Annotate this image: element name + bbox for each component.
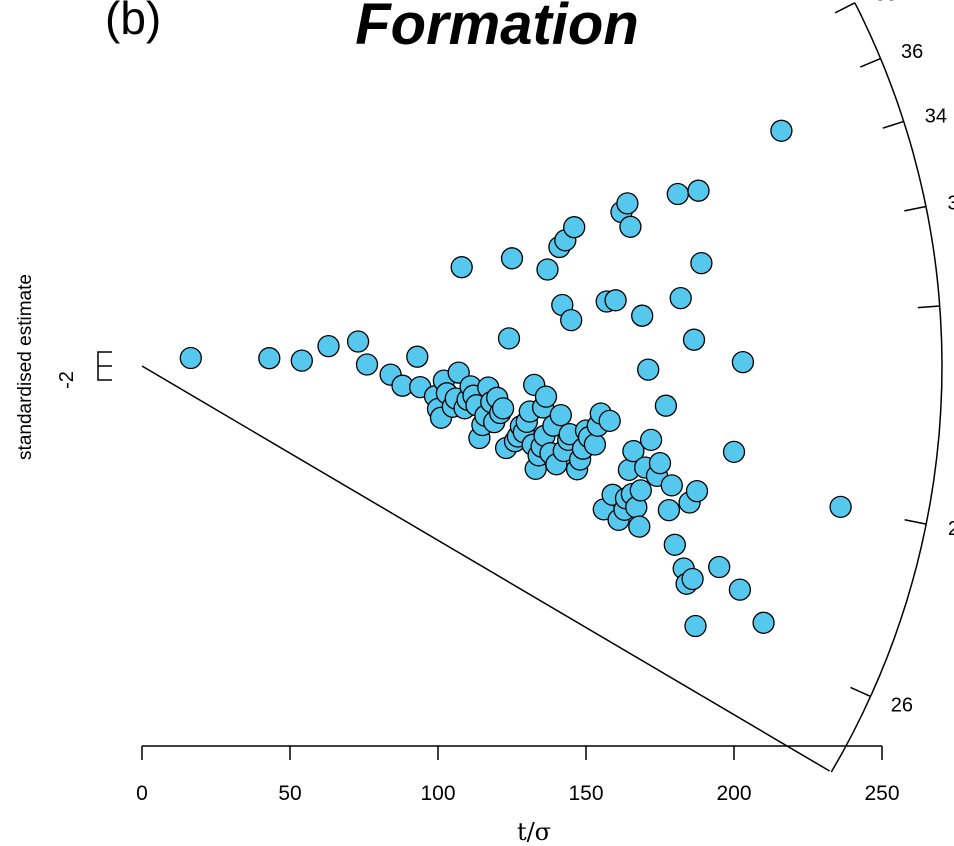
data-point [687,179,710,202]
data-point [622,439,645,463]
arc-tick-label: 36 [901,41,923,63]
data-point [637,358,660,381]
data-point [722,440,746,464]
y-scale-bar [97,351,112,381]
data-point [663,533,686,556]
x-tick-label: 150 [568,782,603,805]
data-point [684,614,707,638]
x-tick-label: 0 [136,782,148,805]
data-point [497,327,521,350]
data-point [770,119,793,142]
data-point [450,256,473,279]
data-point [682,328,706,351]
x-tick-label: 200 [716,782,751,805]
data-point [657,498,681,522]
arc-tick [904,205,927,212]
y-tick-label: -2 [56,371,78,389]
arc-axis [830,2,943,773]
data-point [728,578,752,601]
data-point [666,182,689,206]
chart-title: Formation [355,0,639,57]
arc-tick [904,519,927,525]
data-point [629,479,652,502]
arc-tick [850,686,871,698]
data-point [598,409,621,433]
data-point [690,251,713,275]
data-point [258,347,281,370]
data-point [829,495,852,519]
data-point [536,258,559,281]
data-points [179,119,852,638]
arc-tick-label: 32 [948,193,954,215]
data-point [500,247,524,270]
data-point [685,479,709,503]
data-point [616,192,639,215]
data-point [669,286,692,310]
arc-tick [882,120,904,129]
data-point [639,428,663,452]
arc-tick [859,57,881,68]
arc-tick-label: 28 [948,518,954,540]
data-point [583,433,607,456]
data-point [731,350,755,374]
arc-tick-label: 26 [891,695,913,717]
data-point [631,304,654,327]
panel-label: (b) [105,0,161,44]
data-point [406,345,429,368]
data-point [628,515,651,538]
data-point [619,215,642,238]
data-point [563,216,586,239]
data-point [491,397,515,420]
arc-tick-label: 38 [875,0,897,6]
data-point [560,308,583,332]
data-point [648,451,672,475]
x-tick-label: 100 [420,782,455,805]
reference-line [141,365,830,772]
data-point [708,555,731,579]
data-point [752,611,775,634]
arc-scale: 2628332343638 [830,0,954,773]
data-point [549,403,572,427]
arc-tick [917,305,940,309]
data-point [290,349,313,372]
arc-tick-label: 34 [925,105,947,127]
x-axis: 0 50 100 150 200 250 [136,745,900,805]
x-tick-label: 250 [864,782,899,805]
data-point [654,394,678,417]
data-point [660,474,683,497]
y-axis-label: standardised estimate [15,274,36,460]
data-point [346,330,370,353]
x-tick-label: 50 [278,782,301,805]
arc-tick [834,2,856,14]
y-axis: standardised estimate -2 [15,274,112,460]
x-axis-label: t/σ [517,818,551,846]
data-point [355,353,379,376]
data-point [604,289,627,312]
data-point [681,567,704,591]
data-point [317,334,340,358]
data-point [534,385,558,408]
data-point [179,346,202,370]
